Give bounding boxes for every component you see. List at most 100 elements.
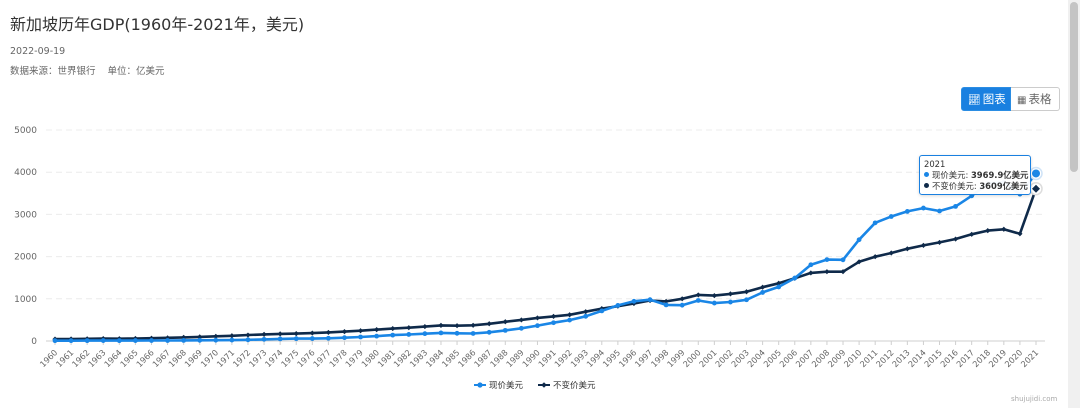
constant-point: [1001, 226, 1007, 232]
current-highlight-point: [1032, 169, 1040, 178]
table-view-button[interactable]: ▦ 表格: [1011, 87, 1060, 111]
current-point: [68, 338, 74, 344]
current-point: [438, 330, 444, 336]
constant-point: [261, 331, 267, 337]
current-point: [261, 336, 267, 342]
tooltip-current-value: 3969.9亿美元: [970, 170, 1029, 180]
current-point: [325, 335, 331, 341]
constant-point: [743, 289, 750, 295]
current-point: [406, 332, 412, 337]
legend-constant-marker: [541, 382, 547, 388]
current-point: [197, 337, 203, 343]
constant-point: [872, 254, 878, 260]
constant-point: [454, 323, 460, 329]
constant-point: [229, 333, 235, 339]
constant-point: [550, 313, 557, 319]
current-point: [567, 317, 573, 323]
y-axis: 0 1000 2000 3000 4000 5000: [14, 126, 37, 347]
x-tick-label: 2021: [1019, 347, 1041, 369]
constant-point: [422, 323, 428, 330]
constant-point: [727, 291, 734, 297]
chart-view-button[interactable]: 📈︎ 图表: [961, 87, 1011, 111]
current-point: [342, 335, 347, 341]
current-point: [293, 336, 299, 342]
current-point: [824, 257, 830, 262]
current-point: [760, 290, 766, 295]
constant-point: [808, 270, 814, 276]
constant-point: [695, 292, 701, 298]
constant-point: [325, 329, 331, 336]
view-toggle: 📈︎ 图表 ▦ 表格: [961, 87, 1060, 111]
constant-point: [1017, 231, 1023, 237]
constant-point: [840, 269, 846, 275]
current-point: [535, 323, 540, 329]
constant-point: [470, 322, 476, 328]
chart-title: 新加坡历年GDP(1960年-2021年，美元): [10, 15, 305, 34]
tooltip-constant-value: 3609亿美元: [979, 181, 1028, 191]
constant-point: [197, 334, 203, 340]
legend-item-current: 现价美元: [474, 380, 524, 391]
scrollbar-thumb[interactable]: [1070, 2, 1078, 172]
current-point: [599, 308, 605, 314]
watermark: shujujidi.com: [1011, 395, 1058, 403]
constant-point: [502, 319, 508, 325]
current-point: [454, 330, 460, 336]
current-point: [245, 337, 251, 343]
series-layer: [52, 166, 1043, 344]
constant-point: [904, 246, 910, 252]
constant-point: [969, 231, 975, 237]
constant-point: [390, 325, 396, 332]
current-point: [149, 338, 154, 343]
current-point: [518, 325, 524, 331]
x-axis: 1960196119621963196419651966196719681969…: [38, 341, 1041, 369]
current-point: [840, 257, 846, 263]
current-point: [165, 338, 170, 343]
constant-point: [679, 296, 685, 302]
legend-constant-label: 不变价美元: [553, 380, 596, 391]
current-point: [888, 214, 894, 219]
constant-point: [406, 325, 412, 331]
publish-date: 2022-09-19: [10, 46, 66, 57]
data-tooltip: 2021 现价美元: 3969.9亿美元 不变价美元: 3609亿美元: [919, 155, 1031, 195]
constant-point: [438, 322, 444, 328]
current-point: [711, 300, 717, 306]
current-point: [213, 337, 219, 343]
tooltip-current-row: 现价美元: 3969.9亿美元: [924, 170, 1029, 181]
current-point: [679, 302, 685, 308]
current-point: [470, 331, 476, 336]
current-point: [358, 334, 363, 340]
constant-line: [53, 187, 1038, 341]
current-point: [583, 313, 589, 319]
constant-dot-icon: [924, 183, 929, 188]
current-point: [374, 333, 380, 339]
current-point: [647, 297, 653, 303]
current-point: [502, 327, 508, 333]
legend-item-constant: 不变价美元: [538, 380, 596, 391]
table-view-label: 表格: [1028, 92, 1052, 106]
y-tick-label: 1000: [14, 295, 37, 305]
current-point: [84, 338, 90, 344]
constant-point: [518, 317, 524, 323]
constant-point: [920, 242, 927, 248]
constant-point: [936, 239, 943, 246]
legend-current-marker: [477, 382, 483, 388]
constant-point: [824, 269, 830, 275]
constant-point: [567, 312, 573, 318]
chart-icon: 📈︎: [968, 95, 981, 106]
page-scrollbar[interactable]: [1068, 0, 1080, 408]
current-point: [937, 208, 942, 214]
current-point: [663, 302, 669, 308]
data-source: 数据来源：世界银行: [10, 66, 96, 77]
y-tick-label: 3000: [14, 210, 37, 220]
current-point: [229, 337, 235, 343]
legend-current-label: 现价美元: [489, 380, 524, 391]
constant-point: [663, 298, 669, 305]
constant-point: [357, 328, 364, 334]
current-dot-icon: [924, 172, 929, 177]
current-point: [904, 209, 910, 214]
current-point: [486, 329, 492, 335]
tooltip-constant-label: 不变价美元:: [932, 181, 980, 191]
tooltip-year: 2021: [924, 159, 946, 169]
current-point: [695, 298, 701, 303]
constant-point: [341, 329, 348, 335]
